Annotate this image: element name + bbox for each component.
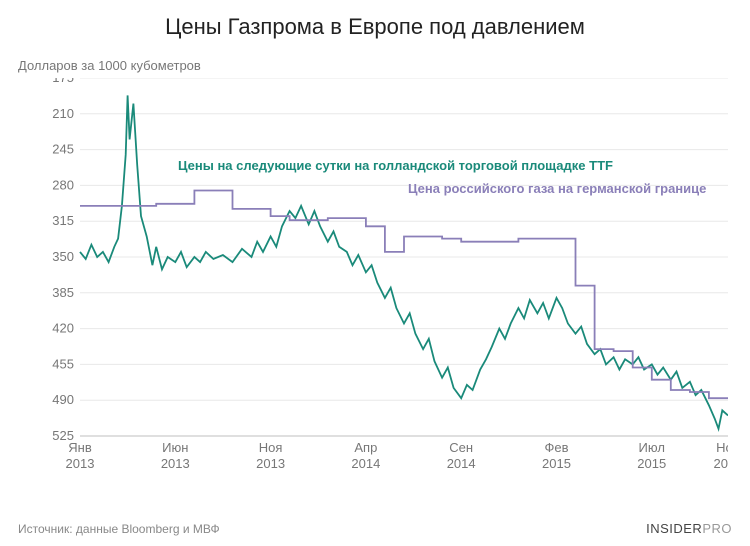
- svg-text:Ноя: Ноя: [259, 440, 283, 455]
- svg-text:2013: 2013: [256, 456, 285, 471]
- chart-area: 175210245280315350385420455490525Янв2013…: [48, 78, 728, 478]
- y-axis-label: Долларов за 1000 кубометров: [18, 58, 201, 73]
- svg-text:2013: 2013: [66, 456, 95, 471]
- svg-text:Янв: Янв: [68, 440, 92, 455]
- chart-title: Цены Газпрома в Европе под давлением: [0, 0, 750, 40]
- svg-text:Сен: Сен: [449, 440, 473, 455]
- svg-text:Июн: Июн: [162, 440, 188, 455]
- svg-text:Июл: Июл: [639, 440, 665, 455]
- svg-text:315: 315: [52, 213, 74, 228]
- svg-text:2015: 2015: [542, 456, 571, 471]
- series-ttf: [80, 95, 728, 428]
- svg-text:210: 210: [52, 106, 74, 121]
- svg-text:280: 280: [52, 177, 74, 192]
- source-text: Источник: данные Bloomberg и МВФ: [18, 522, 220, 536]
- svg-text:2015: 2015: [714, 456, 728, 471]
- chart-svg: 175210245280315350385420455490525Янв2013…: [48, 78, 728, 478]
- svg-text:490: 490: [52, 392, 74, 407]
- svg-text:Фев: Фев: [544, 440, 568, 455]
- brand-part2: PRO: [702, 521, 732, 536]
- series-label-german_border: Цена российского газа на германской гран…: [408, 181, 706, 196]
- svg-text:Ноя: Ноя: [716, 440, 728, 455]
- svg-text:2014: 2014: [447, 456, 476, 471]
- svg-text:455: 455: [52, 356, 74, 371]
- svg-text:Апр: Апр: [354, 440, 377, 455]
- svg-text:2013: 2013: [161, 456, 190, 471]
- brand-logo: INSIDERPRO: [646, 521, 732, 536]
- svg-text:245: 245: [52, 142, 74, 157]
- svg-text:420: 420: [52, 321, 74, 336]
- svg-text:2014: 2014: [351, 456, 380, 471]
- brand-part1: INSIDER: [646, 521, 702, 536]
- svg-text:175: 175: [52, 78, 74, 85]
- svg-text:2015: 2015: [637, 456, 666, 471]
- svg-text:385: 385: [52, 285, 74, 300]
- svg-text:350: 350: [52, 249, 74, 264]
- series-label-ttf: Цены на следующие сутки на голландской т…: [178, 158, 613, 173]
